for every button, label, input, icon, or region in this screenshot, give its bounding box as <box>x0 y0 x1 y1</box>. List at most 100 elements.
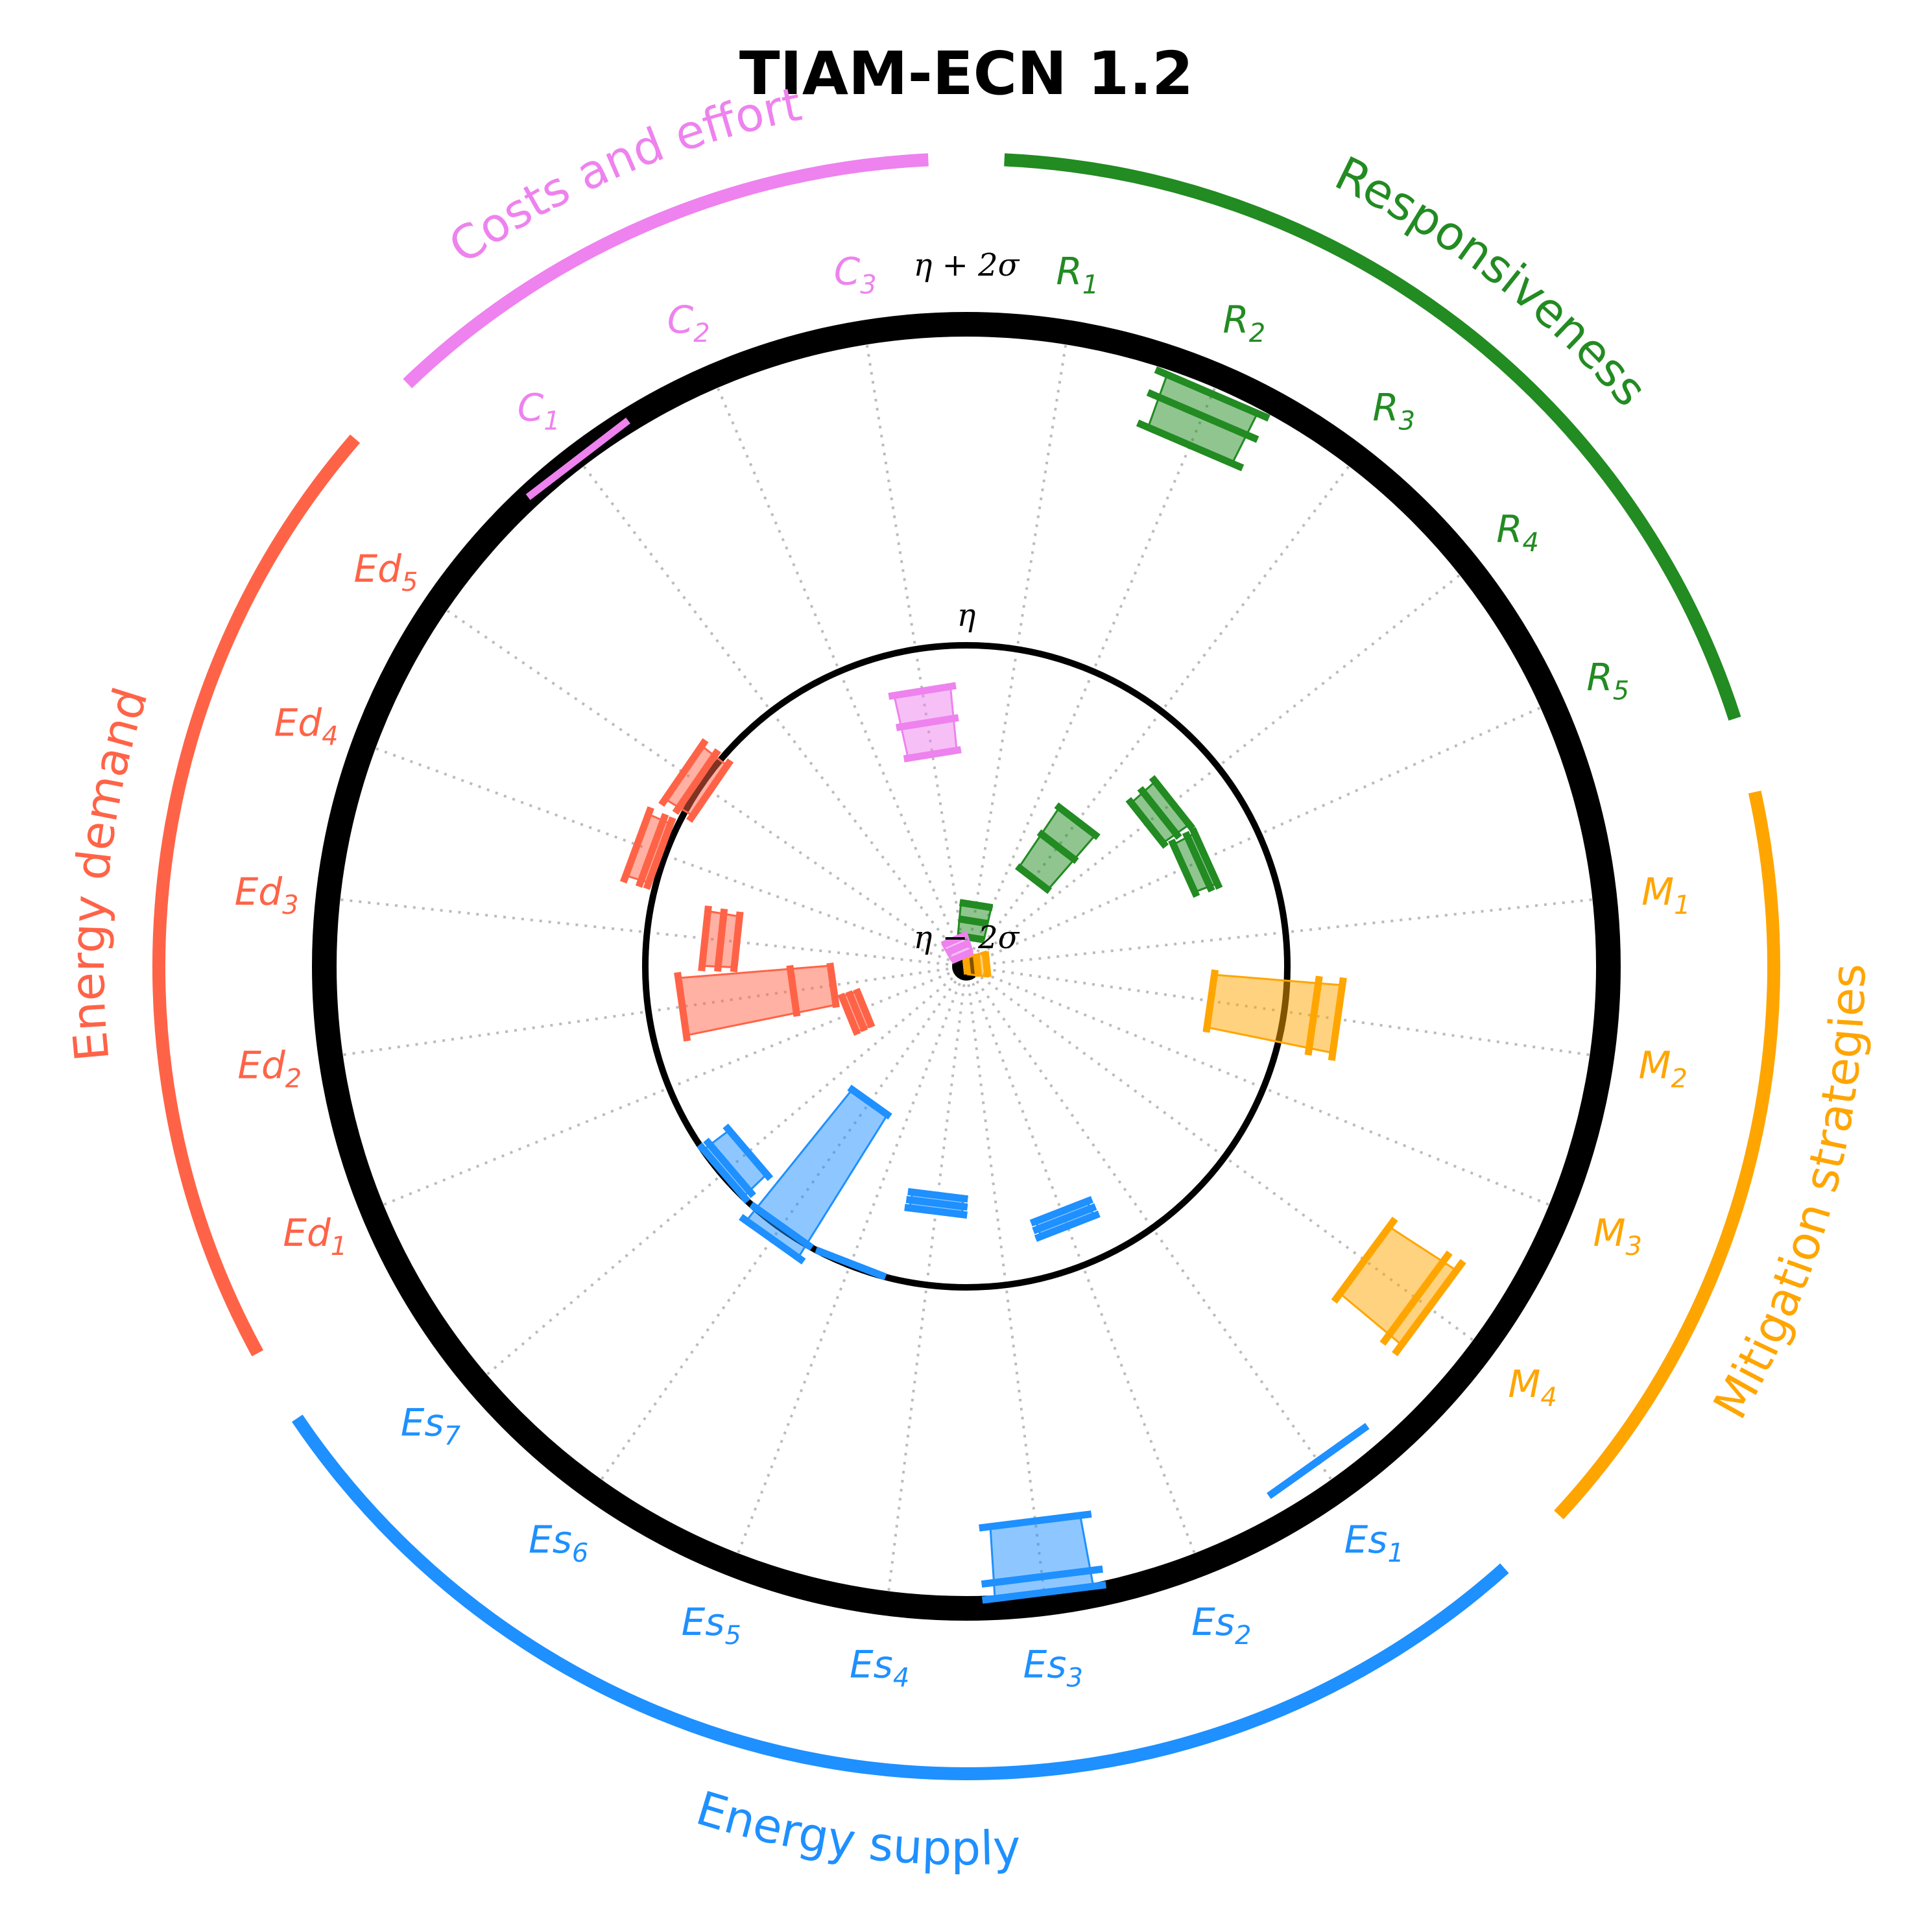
indicator-label-es2: Es2 <box>1191 1600 1251 1651</box>
value-tick <box>1267 1423 1370 1499</box>
range-band <box>1339 1226 1459 1347</box>
value-tick <box>981 951 992 978</box>
value-tick <box>847 1084 892 1120</box>
value-tick <box>635 813 669 888</box>
range-band <box>676 964 837 1037</box>
value-tick <box>686 758 734 823</box>
value-tick <box>749 1201 815 1251</box>
mark-r5 <box>1168 827 1223 898</box>
ring-label-middle: η <box>957 597 976 634</box>
mark-es7 <box>697 1123 774 1204</box>
mark-ed1 <box>837 988 876 1036</box>
indicator-label-ed2: Ed2 <box>237 1044 302 1094</box>
value-tick <box>1328 977 1347 1061</box>
indicator-label-c1: C1 <box>518 385 560 436</box>
value-tick <box>962 958 972 975</box>
mark-es1 <box>1267 1423 1370 1499</box>
category-label-mitigation-strategies: Mitigation strategies <box>1702 964 1876 1428</box>
value-tick <box>643 816 676 890</box>
value-tick <box>713 908 728 972</box>
indicator-label-ed5: Ed5 <box>353 547 418 597</box>
value-tick <box>1392 1259 1466 1357</box>
value-tick <box>1202 969 1219 1033</box>
mark-r2 <box>1136 366 1270 471</box>
value-tick <box>1149 775 1196 831</box>
indicator-label-r2: R2 <box>1222 298 1265 348</box>
mark-es4 <box>904 1187 969 1219</box>
value-tick <box>979 1510 1092 1532</box>
mark-m4 <box>1331 1217 1466 1357</box>
value-tick <box>958 915 990 927</box>
value-tick <box>1189 827 1223 890</box>
mark-es6 <box>739 1084 892 1265</box>
value-tick <box>907 1187 969 1203</box>
value-tick <box>888 682 957 700</box>
category-arc-energy-demand <box>152 434 361 1357</box>
category-arc-responsiveness <box>1004 153 1741 721</box>
indicator-label-m3: M3 <box>1593 1211 1642 1261</box>
mark-es5 <box>815 1246 887 1281</box>
value-tick <box>896 714 959 732</box>
value-tick <box>981 1565 1103 1588</box>
mark-es2 <box>1029 1196 1101 1242</box>
category-label-costs-and-effort: Costs and effort <box>439 77 806 274</box>
indicator-label-m2: M2 <box>1638 1044 1688 1094</box>
value-tick <box>658 738 709 807</box>
value-tick <box>722 1123 774 1182</box>
value-tick <box>703 1138 756 1199</box>
category-label-energy-supply: Energy supply <box>690 1781 1021 1876</box>
value-tick <box>1036 829 1079 865</box>
value-tick <box>1146 389 1259 443</box>
indicator-label-r3: R3 <box>1372 385 1415 436</box>
value-tick <box>1136 419 1245 471</box>
outer-ring <box>312 312 1621 1621</box>
mark-ed2 <box>674 962 840 1042</box>
value-tick <box>1125 796 1169 849</box>
ring-label-outer: η + 2σ <box>914 247 1020 283</box>
value-tick <box>1168 839 1200 898</box>
value-tick <box>826 962 840 1008</box>
value-tick <box>845 990 868 1032</box>
indicator-label-c2: C2 <box>667 298 710 348</box>
indicator-label-r1: R1 <box>1056 250 1099 300</box>
value-tick <box>697 1142 751 1204</box>
value-tick <box>1154 366 1270 422</box>
value-tick <box>786 964 801 1017</box>
mark-m2 <box>1202 969 1347 1061</box>
range-band <box>1206 973 1344 1055</box>
value-tick <box>1034 1210 1101 1242</box>
indicator-label-es7: Es7 <box>401 1400 461 1451</box>
value-tick <box>1032 1203 1097 1234</box>
value-tick <box>674 972 691 1042</box>
category-label-responsiveness: Responsiveness <box>1327 146 1658 416</box>
value-tick <box>525 418 630 500</box>
value-tick <box>1137 786 1182 841</box>
middle-ring <box>642 642 1291 1291</box>
mark-ed3 <box>698 905 744 973</box>
indicator-label-es3: Es3 <box>1023 1643 1083 1693</box>
mark-ed5 <box>658 738 734 823</box>
data-marks <box>525 366 1466 1604</box>
mark-r3 <box>1014 802 1101 894</box>
value-tick <box>619 806 654 884</box>
value-tick <box>837 992 861 1036</box>
value-tick <box>903 746 962 763</box>
value-tick <box>698 905 712 972</box>
value-tick <box>904 1204 968 1219</box>
value-tick <box>1331 1217 1398 1304</box>
indicator-label-m4: M4 <box>1508 1362 1557 1413</box>
mark-m1 <box>962 950 992 978</box>
value-tick <box>1014 863 1052 894</box>
value-tick <box>853 988 876 1029</box>
indicator-label-es4: Es4 <box>850 1643 909 1693</box>
indicator-label-ed1: Ed1 <box>283 1211 347 1261</box>
indicator-label-es1: Es1 <box>1344 1518 1404 1568</box>
mark-es3 <box>979 1510 1106 1604</box>
mark-c1 <box>525 418 630 500</box>
indicator-label-es6: Es6 <box>529 1518 588 1568</box>
category-label-energy-demand: Energy demand <box>60 682 158 1064</box>
mark-ed4 <box>619 806 676 890</box>
category-arc-energy-supply <box>291 1414 1509 1780</box>
indicator-label-es5: Es5 <box>682 1600 741 1651</box>
